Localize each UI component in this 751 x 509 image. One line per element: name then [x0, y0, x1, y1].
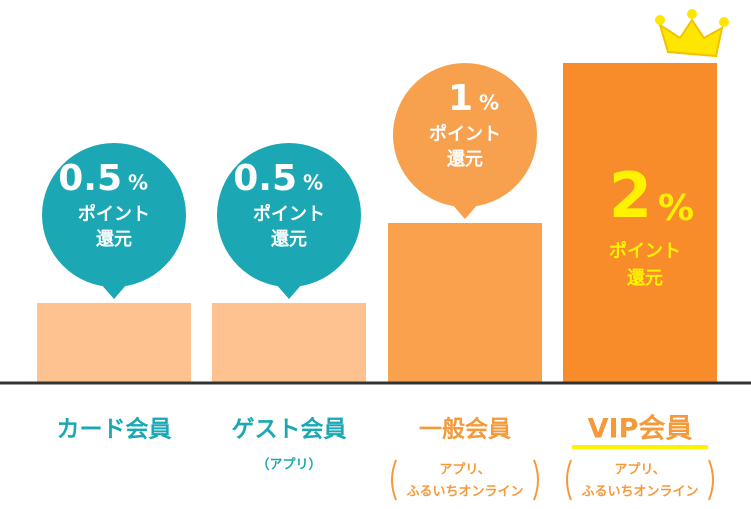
bubble [42, 143, 186, 287]
x-tick-label: カード会員 [57, 416, 172, 443]
x-tick-label: 一般会員 [419, 416, 511, 443]
note: ふるいちオンライン [406, 485, 523, 500]
bar [37, 303, 191, 383]
bubble [100, 283, 128, 299]
bracket [391, 459, 397, 501]
value-unit: % [658, 188, 694, 229]
bracket [566, 459, 572, 501]
value-caption: 還元 [271, 229, 307, 250]
bubble [217, 143, 361, 287]
bubble [393, 63, 537, 207]
value-caption: ポイント [429, 123, 501, 145]
bubble [451, 203, 479, 219]
value-label: 1 [448, 78, 473, 119]
value-caption: ポイント [78, 203, 150, 225]
value-label: 0.5 [58, 158, 122, 199]
value-label: 0.5 [233, 158, 297, 199]
value-unit: % [479, 91, 499, 115]
value-caption: ポイント [609, 240, 681, 262]
bar [388, 223, 542, 383]
bar [563, 63, 717, 383]
x-tick-label: ゲスト会員 [232, 416, 347, 443]
crown [655, 9, 729, 58]
note: アプリ、 [439, 463, 490, 478]
value-unit: % [303, 171, 323, 195]
bubble [275, 283, 303, 299]
value-caption: 還元 [627, 268, 663, 289]
value-unit: % [128, 171, 148, 195]
note: （アプリ） [256, 457, 321, 473]
x-tick-label: VIP会員 [588, 414, 693, 445]
note: アプリ、 [614, 463, 665, 478]
value-caption: 還元 [447, 149, 483, 170]
value-label: 2 [609, 159, 652, 232]
note: ふるいちオンライン [581, 485, 698, 500]
value-caption: 還元 [96, 229, 132, 250]
underline [572, 445, 708, 449]
bracket [533, 459, 539, 501]
bar [212, 303, 366, 383]
value-caption: ポイント [253, 203, 325, 225]
bracket [708, 459, 714, 501]
